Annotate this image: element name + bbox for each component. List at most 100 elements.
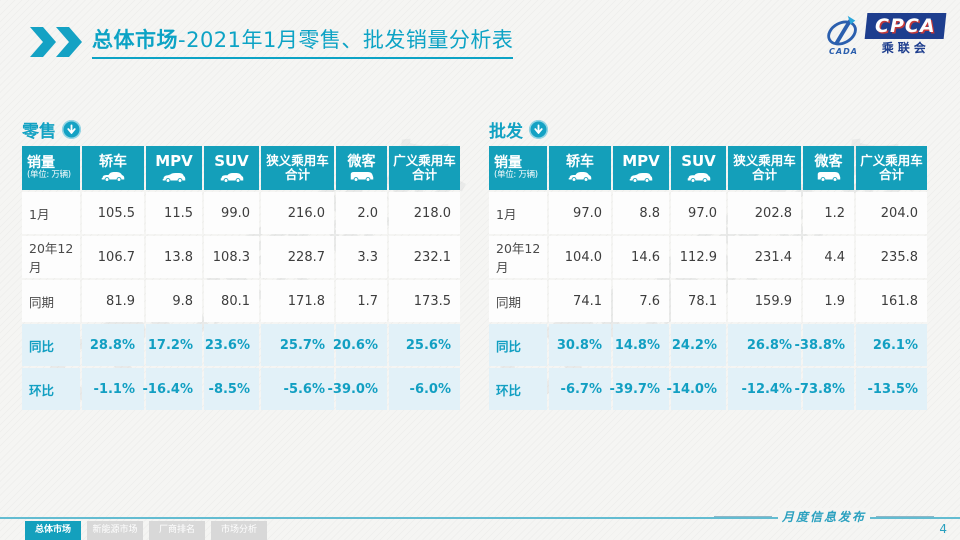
value-cell: 28.8% [82, 324, 144, 366]
suv-icon [220, 172, 243, 183]
value-cell: 171.8 [261, 280, 334, 322]
value-cell: -16.4% [143, 368, 202, 410]
row-label: 环比 [22, 368, 80, 410]
value-cell: 24.2% [671, 324, 726, 366]
value-cell: 7.6 [613, 280, 669, 322]
value-cell: 99.0 [204, 192, 259, 234]
decorative-line [876, 516, 934, 517]
tab-overall-market[interactable]: 总体市场 [25, 521, 81, 540]
col-header-suv: SUV [671, 146, 726, 190]
value-cell: 23.6% [204, 324, 259, 366]
row-label: 1月 [22, 192, 80, 234]
col-header-microvan: 微客 [336, 146, 387, 190]
col-header-sedan: 轿车 [549, 146, 611, 190]
cpca-text-box: CPCA [866, 14, 946, 38]
cpca-wordmark: CPCA 乘联会 [866, 14, 946, 56]
col-header-mpv: MPV [146, 146, 202, 190]
sedan-icon [568, 172, 592, 182]
value-cell: -1.1% [82, 368, 144, 410]
retail-table-section: 零售 销量 (单位: 万辆) 轿车 MPV SUV 狭义乘用车 合计 [22, 117, 460, 410]
col-header-mpv: MPV [613, 146, 669, 190]
value-cell: 105.5 [82, 192, 144, 234]
mpv-icon [162, 172, 186, 183]
value-cell: 231.4 [728, 236, 801, 278]
value-cell: 108.3 [204, 236, 259, 278]
row-label: 同期 [489, 280, 547, 322]
value-cell: 159.9 [728, 280, 801, 322]
value-cell: 1.2 [803, 192, 854, 234]
value-cell: -6.7% [549, 368, 611, 410]
value-cell: 14.8% [613, 324, 669, 366]
row-label: 同期 [22, 280, 80, 322]
value-cell: 26.8% [728, 324, 801, 366]
page-title: 总体市场-2021年1月零售、批发销量分析表 [92, 24, 514, 59]
col-header-narrow-pv-total: 狭义乘用车 合计 [728, 146, 801, 190]
value-cell: 228.7 [261, 236, 334, 278]
row-label: 同比 [489, 324, 547, 366]
row-label: 环比 [489, 368, 547, 410]
value-cell: 1.7 [336, 280, 387, 322]
value-cell: 17.2% [146, 324, 202, 366]
col-header-sales: 销量 (单位: 万辆) [489, 146, 547, 190]
cpca-emblem-icon: CADA [824, 14, 862, 56]
value-cell: 81.9 [82, 280, 144, 322]
value-cell: 25.7% [261, 324, 334, 366]
value-cell: 74.1 [549, 280, 611, 322]
value-cell: 25.6% [389, 324, 460, 366]
value-cell: 1.9 [803, 280, 854, 322]
value-cell: 112.9 [671, 236, 726, 278]
minivan-icon [350, 172, 373, 182]
wholesale-section-label: 批发 [489, 117, 927, 142]
row-label: 20年12月 [22, 236, 80, 278]
value-cell: -5.6% [261, 368, 334, 410]
sedan-icon [101, 172, 125, 182]
col-header-suv: SUV [204, 146, 259, 190]
row-label: 1月 [489, 192, 547, 234]
value-cell: 2.0 [336, 192, 387, 234]
wholesale-table-section: 批发 销量 (单位: 万辆) 轿车 MPV SUV 狭义乘用车 合计 [489, 117, 927, 410]
title-rest: -2021年1月零售、批发销量分析表 [178, 28, 514, 52]
wholesale-table: 销量 (单位: 万辆) 轿车 MPV SUV 狭义乘用车 合计 微客 [489, 146, 927, 410]
value-cell: 97.0 [549, 192, 611, 234]
col-header-narrow-pv-total: 狭义乘用车 合计 [261, 146, 334, 190]
value-cell: -13.5% [856, 368, 927, 410]
title-bold: 总体市场 [92, 28, 178, 52]
value-cell: 204.0 [856, 192, 927, 234]
row-label: 20年12月 [489, 236, 547, 278]
suv-icon [687, 172, 710, 183]
footer-divider-line [0, 517, 960, 519]
value-cell: 161.8 [856, 280, 927, 322]
value-cell: -39.7% [610, 368, 669, 410]
wholesale-label: 批发 [489, 121, 523, 142]
value-cell: 97.0 [671, 192, 726, 234]
publication-label: 月度信息发布 [713, 508, 934, 525]
value-cell: 218.0 [389, 192, 460, 234]
value-cell: 11.5 [146, 192, 202, 234]
cpca-chinese-label: 乘联会 [881, 41, 930, 55]
cada-label: CADA [829, 47, 858, 56]
value-cell: 30.8% [549, 324, 611, 366]
tab-new-energy-market[interactable]: 新能源市场 [87, 521, 143, 540]
value-cell: -39.0% [328, 368, 387, 410]
value-cell: 20.6% [333, 324, 387, 366]
value-cell: -8.5% [204, 368, 259, 410]
value-cell: -6.0% [389, 368, 460, 410]
value-cell: -12.4% [728, 368, 801, 410]
value-cell: 8.8 [613, 192, 669, 234]
double-chevron-icon [30, 26, 82, 57]
tab-market-analysis[interactable]: 市场分析 [211, 521, 267, 540]
publication-text: 月度信息发布 [777, 508, 870, 525]
col-header-sales: 销量 (单位: 万辆) [22, 146, 80, 190]
minivan-icon [817, 172, 840, 182]
retail-label: 零售 [22, 121, 56, 142]
col-header-broad-pv-total: 广义乘用车 合计 [389, 146, 460, 190]
value-cell: 80.1 [204, 280, 259, 322]
tab-manufacturer-ranking[interactable]: 厂商排名 [149, 521, 205, 540]
down-arrow-icon [529, 119, 548, 139]
value-cell: 13.8 [146, 236, 202, 278]
col-header-broad-pv-total: 广义乘用车 合计 [856, 146, 927, 190]
value-cell: 4.4 [803, 236, 854, 278]
value-cell: 14.6 [613, 236, 669, 278]
decorative-line [713, 516, 772, 517]
